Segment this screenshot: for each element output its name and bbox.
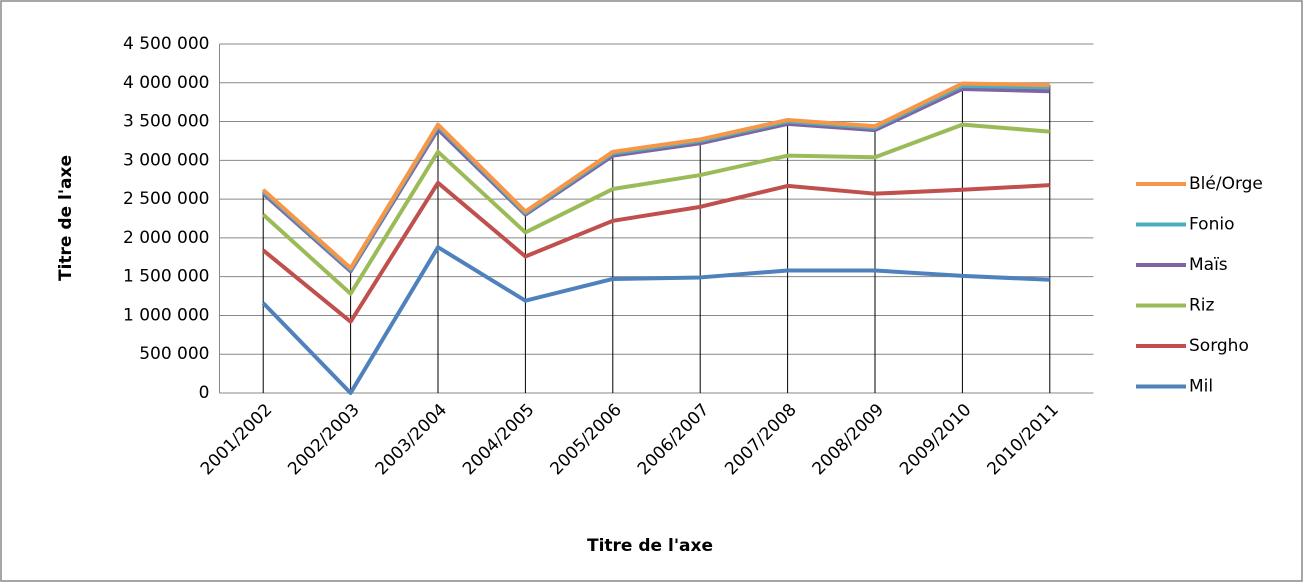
legend-label: Blé/Orge (1189, 174, 1263, 194)
legend-label: Fonio (1189, 215, 1234, 235)
series-line (261, 122, 1050, 296)
series-line (261, 81, 1050, 271)
y-tick-label: 3 000 000 (123, 150, 210, 170)
y-tick-label: 500 000 (139, 344, 209, 364)
x-axis-title: Titre de l'axe (587, 536, 713, 556)
y-tick-label: 2 500 000 (123, 189, 210, 209)
y-tick-label: 4 000 000 (123, 73, 210, 93)
legend-label: Sorgho (1189, 336, 1249, 356)
y-tick-label: 2 000 000 (123, 228, 210, 248)
y-tick-label: 1 000 000 (123, 305, 210, 325)
y-tick-label: 0 (199, 383, 210, 403)
series-line (261, 245, 1050, 395)
legend-label: Mil (1189, 377, 1213, 397)
y-tick-label: 4 500 000 (123, 34, 210, 54)
y-tick-label: 3 500 000 (123, 112, 210, 132)
series-line (261, 180, 1050, 324)
y-axis-title: Titre de l'axe (56, 155, 76, 281)
legend-label: Maïs (1189, 255, 1228, 275)
legend-label: Riz (1189, 296, 1215, 316)
y-tick-label: 1 500 000 (123, 267, 210, 287)
